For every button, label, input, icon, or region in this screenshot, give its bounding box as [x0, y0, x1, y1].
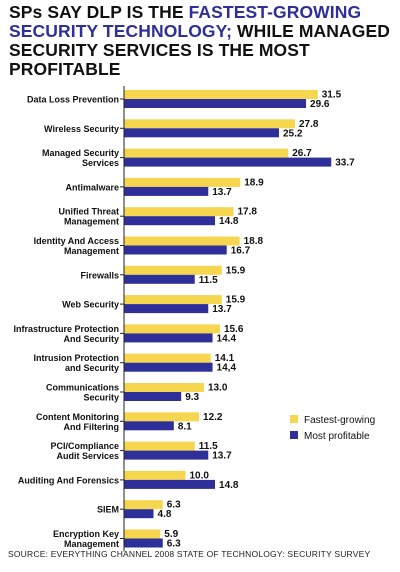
bar-fastest-growing: [124, 500, 163, 510]
category-label: Auditing And Forensics: [18, 475, 119, 485]
category-label: Firewalls: [80, 270, 119, 280]
bar-fastest-growing: [124, 148, 289, 158]
value-label-most-profitable: 25.2: [283, 128, 303, 139]
bar-most-profitable: [124, 450, 209, 460]
title-part2: FASTEST-GROWING SECURITY TECHNOLOGY;: [9, 2, 362, 41]
value-label-fastest-growing: 14.1: [215, 353, 235, 364]
value-label-fastest-growing: 27.8: [299, 119, 319, 130]
bar-most-profitable: [124, 538, 163, 548]
legend-swatch-most-profitable: [290, 431, 298, 439]
bar-fastest-growing: [124, 265, 222, 275]
category-label: Infrastructure Protection: [13, 324, 119, 334]
value-label-most-profitable: 6.3: [167, 539, 181, 550]
value-label-fastest-growing: 31.5: [322, 90, 342, 101]
source-note: SOURCE: EVERYTHING CHANNEL 2008 STATE OF…: [8, 549, 371, 559]
title-part1: SPs SAY DLP IS THE: [9, 2, 184, 22]
category-label: Intrusion Protection: [34, 353, 120, 363]
value-label-fastest-growing: 13.0: [208, 383, 228, 394]
bar-most-profitable: [124, 333, 213, 343]
category-label: Identity And Access: [34, 236, 119, 246]
bar-most-profitable: [124, 216, 216, 226]
value-label-most-profitable: 9.3: [185, 392, 199, 403]
category-label: Content Monitoring: [36, 412, 119, 422]
bar-fastest-growing: [124, 441, 195, 451]
legend-label-most-profitable: Most profitable: [304, 431, 370, 442]
category-label: Management: [64, 217, 119, 227]
value-label-fastest-growing: 18.8: [244, 236, 264, 247]
bar-fastest-growing: [124, 177, 241, 187]
value-label-most-profitable: 33.7: [335, 158, 355, 169]
bar-fastest-growing: [124, 470, 186, 480]
bar-fastest-growing: [124, 236, 240, 246]
value-label-fastest-growing: 17.8: [237, 207, 257, 218]
category-label: Managed Security: [42, 148, 119, 158]
bar-fastest-growing: [124, 119, 295, 129]
value-label-fastest-growing: 18.9: [244, 177, 264, 188]
category-label: And Security: [63, 334, 119, 344]
value-label-most-profitable: 14.4: [217, 333, 237, 344]
bar-fastest-growing: [124, 383, 204, 392]
bar-most-profitable: [124, 245, 227, 255]
legend-label-fastest-growing: Fastest-growing: [304, 415, 375, 426]
bar-fastest-growing: [124, 353, 211, 363]
bar-most-profitable: [124, 509, 154, 519]
value-label-most-profitable: 13.7: [212, 187, 232, 198]
bar-most-profitable: [124, 274, 195, 284]
value-label-fastest-growing: 11.5: [199, 441, 218, 452]
bar-fastest-growing: [124, 529, 161, 539]
bar-most-profitable: [124, 479, 216, 489]
value-label-fastest-growing: 26.7: [292, 148, 312, 159]
chart-title: SPs SAY DLP IS THE FASTEST-GROWING SECUR…: [9, 3, 395, 79]
category-label: And Filtering: [64, 422, 120, 432]
category-label: Unified Threat: [58, 207, 119, 217]
value-label-most-profitable: 29.6: [310, 99, 330, 110]
category-label: Management: [64, 539, 119, 549]
bar-fastest-growing: [124, 90, 318, 99]
bar-most-profitable: [124, 304, 209, 314]
category-label: and Security: [65, 363, 119, 373]
bar-most-profitable: [124, 128, 279, 138]
bar-most-profitable: [124, 157, 332, 167]
category-label: Audit Services: [56, 451, 119, 461]
value-label-most-profitable: 4.8: [158, 509, 172, 520]
value-label-fastest-growing: 15.9: [226, 265, 246, 276]
category-label: Data Loss Prevention: [27, 95, 119, 105]
value-label-most-profitable: 14.8: [219, 480, 239, 491]
bar-fastest-growing: [124, 412, 200, 422]
bar-fastest-growing: [124, 295, 222, 305]
value-label-fastest-growing: 10.0: [190, 470, 210, 481]
value-label-fastest-growing: 6.3: [167, 500, 181, 511]
bar-fastest-growing: [124, 324, 220, 334]
title-part3: WHILE MANAGED SECURITY SERVICES IS THE M…: [9, 21, 390, 79]
value-label-fastest-growing: 15.9: [226, 295, 246, 306]
value-label-most-profitable: 14,4: [217, 363, 237, 374]
category-label: Antimalware: [65, 182, 119, 192]
bar-most-profitable: [124, 186, 209, 196]
value-label-most-profitable: 8.1: [178, 421, 192, 432]
category-label: Security: [83, 393, 119, 403]
bar-most-profitable: [124, 421, 174, 431]
category-label: Services: [82, 158, 119, 168]
value-label-most-profitable: 13.7: [212, 451, 232, 462]
value-label-most-profitable: 14.8: [219, 216, 239, 227]
value-label-fastest-growing: 5.9: [164, 529, 178, 540]
value-label-most-profitable: 13.7: [212, 304, 232, 315]
value-label-most-profitable: 16.7: [231, 246, 251, 257]
value-label-fastest-growing: 12.2: [203, 412, 223, 423]
category-label: Encryption Key: [53, 529, 119, 539]
bar-most-profitable: [124, 362, 213, 372]
category-label: Wireless Security: [44, 124, 119, 134]
category-label: SIEM: [97, 505, 119, 515]
bar-most-profitable: [124, 392, 182, 401]
bar-most-profitable: [124, 99, 307, 108]
bar-fastest-growing: [124, 207, 234, 217]
category-label: PCI/Compliance: [50, 441, 119, 451]
category-label: Web Security: [62, 300, 119, 310]
value-label-most-profitable: 11.5: [199, 275, 218, 286]
category-label: Management: [64, 246, 119, 256]
legend-swatch-fastest-growing: [290, 415, 298, 423]
value-label-fastest-growing: 15.6: [224, 324, 244, 335]
category-label: Communications: [46, 383, 119, 393]
